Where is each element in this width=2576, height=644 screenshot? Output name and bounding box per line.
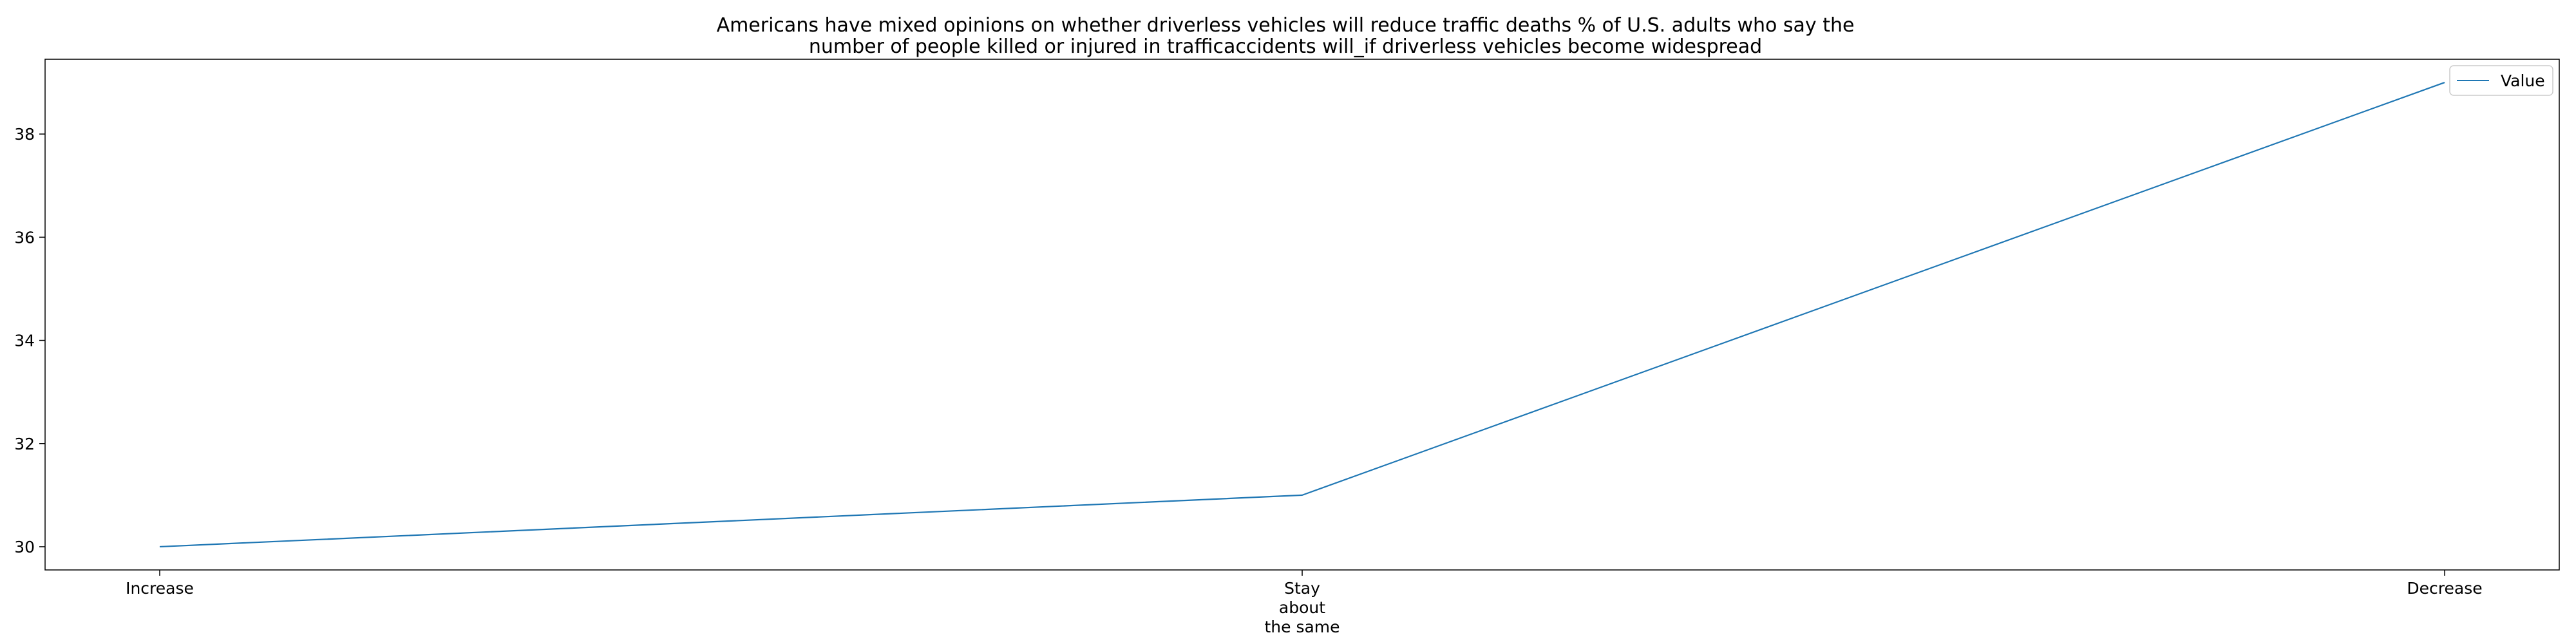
legend-label: Value bbox=[2501, 71, 2545, 90]
y-tick-label: 36 bbox=[14, 228, 35, 247]
x-tick-label: Stay bbox=[1284, 579, 1320, 598]
series-layer bbox=[159, 82, 2445, 548]
x-tick-label: Decrease bbox=[2407, 579, 2482, 598]
x-tick-label: about bbox=[1279, 598, 1325, 617]
y-tick-label: 32 bbox=[14, 435, 35, 453]
y-tick-label: 30 bbox=[14, 538, 35, 556]
series-line-value bbox=[159, 82, 2445, 548]
y-tick-label: 38 bbox=[14, 125, 35, 144]
chart-title-line-2: number of people killed or injured in tr… bbox=[809, 35, 1762, 58]
x-tick-label: Increase bbox=[126, 579, 194, 598]
y-axis: 30 32 34 36 38 bbox=[14, 125, 45, 556]
plot-area-frame bbox=[44, 59, 2560, 571]
legend: Value bbox=[2449, 65, 2553, 96]
y-tick-label: 34 bbox=[14, 332, 35, 350]
chart-title-line-1: Americans have mixed opinions on whether… bbox=[717, 14, 1855, 37]
x-tick-label: the same bbox=[1264, 618, 1340, 636]
legend-box bbox=[2449, 65, 2553, 96]
